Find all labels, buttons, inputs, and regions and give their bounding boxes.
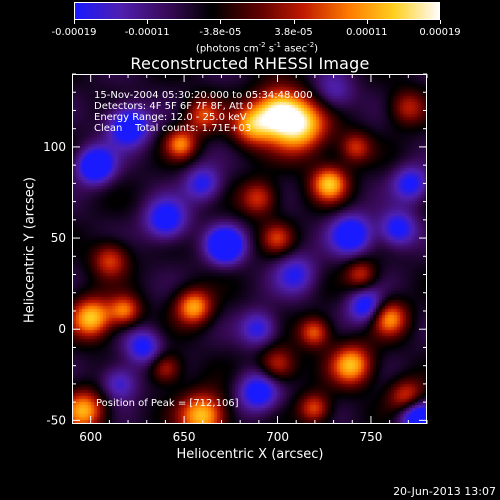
peak-position-label: Position of Peak = [712,106] xyxy=(96,398,239,409)
y-tick-label: 50 xyxy=(51,231,66,245)
x-tick-label: 650 xyxy=(173,430,196,444)
colorbar-unit-label: (photons cm-2 s-1 asec-2) xyxy=(195,41,319,55)
colorbar-tick-mark xyxy=(147,20,149,24)
x-tick-label: 750 xyxy=(359,430,382,444)
colorbar-tick-label: -3.8e-05 xyxy=(199,27,242,38)
colorbar-tick-label: 0.00011 xyxy=(346,27,388,38)
annotation-block: 15-Nov-2004 05:30:20.000 to 05:34:48.000… xyxy=(94,90,313,134)
colorbar-tick-mark xyxy=(220,20,222,24)
colorbar-tick-mark xyxy=(74,20,75,24)
heatmap-image xyxy=(73,75,426,423)
x-axis-title: Heliocentric X (arcsec) xyxy=(176,447,324,462)
y-axis-title: Heliocentric Y (arcsec) xyxy=(22,177,38,323)
colorbar-frame xyxy=(74,2,440,20)
y-tick-label: 0 xyxy=(58,322,66,336)
x-tick-label: 700 xyxy=(266,430,289,444)
colorbar xyxy=(75,3,440,20)
plot-frame xyxy=(72,74,427,424)
colorbar-tick-mark xyxy=(293,20,295,24)
footer-date: 20-Jun-2013 13:07 xyxy=(393,485,496,498)
annotation-energy-range: Energy Range: 12.0 - 25.0 keV xyxy=(94,112,247,123)
colorbar-tick-label: 3.8e-05 xyxy=(274,27,313,38)
colorbar-tick-mark xyxy=(440,20,441,24)
annotation-total-counts: Clean Total counts: 1.71E+03 xyxy=(94,123,252,134)
annotation-time-range: 15-Nov-2004 05:30:20.000 to 05:34:48.000 xyxy=(94,90,313,101)
colorbar-tick-mark xyxy=(366,20,368,24)
y-tick-label: -50 xyxy=(46,413,66,427)
colorbar-tick-label: 0.00019 xyxy=(419,27,461,38)
chart-title: Reconstructed RHESSI Image xyxy=(130,54,370,73)
y-tick-label: 100 xyxy=(43,140,66,154)
annotation-detectors: Detectors: 4F 5F 6F 7F 8F, Att 0 xyxy=(94,101,254,112)
colorbar-tick-label: -0.00019 xyxy=(51,27,97,38)
colorbar-tick-label: -0.00011 xyxy=(124,27,170,38)
x-tick-label: 600 xyxy=(79,430,102,444)
